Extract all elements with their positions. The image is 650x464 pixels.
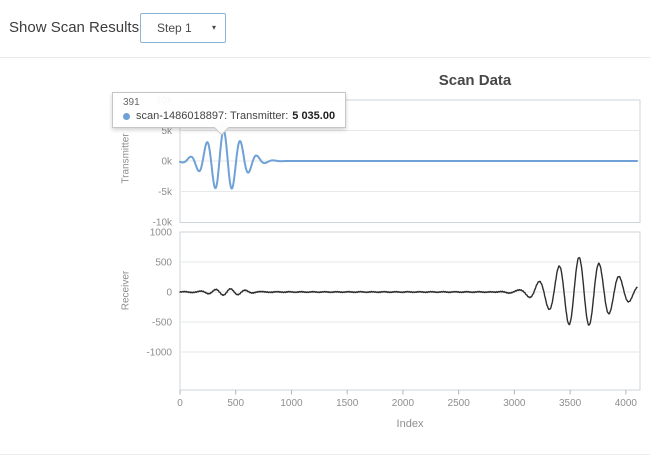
x-tick-label: 3500	[559, 398, 582, 409]
x-tick-label: 0	[177, 398, 183, 409]
header-divider	[0, 57, 650, 58]
x-tick-label: 1500	[336, 398, 359, 409]
receiver-ytick-label: -1000	[146, 348, 172, 359]
x-axis-label: Index	[396, 418, 424, 430]
receiver-plot-area[interactable]	[179, 231, 641, 391]
bottom-divider	[0, 454, 650, 455]
step-select-value: Step 1	[157, 21, 192, 35]
x-tick-label: 500	[227, 398, 244, 409]
transmitter-ytick-label: 5k	[161, 126, 173, 137]
transmitter-series-line[interactable]	[179, 129, 638, 190]
receiver-ytick-label: -500	[152, 318, 172, 329]
x-tick-label: 4000	[615, 398, 638, 409]
receiver-series-line[interactable]	[179, 257, 638, 326]
tooltip-series-row: scan-1486018897: Transmitter: 5 035.00	[123, 110, 335, 122]
series-marker-icon	[123, 112, 130, 120]
page-title: Show Scan Results	[9, 19, 140, 36]
receiver-ytick-label: 0	[166, 288, 172, 299]
x-tick-label: 3000	[503, 398, 526, 409]
transmitter-axis-label: Transmitter	[120, 133, 132, 184]
tooltip-series-text: scan-1486018897: Transmitter:	[136, 110, 289, 122]
chart-tooltip: 391 scan-1486018897: Transmitter: 5 035.…	[112, 92, 347, 136]
transmitter-ytick-label: -10k	[153, 218, 173, 229]
x-tick-label: 2500	[448, 398, 471, 409]
x-tick-label: 1000	[280, 398, 303, 409]
step-select-dropdown[interactable]: Step 1 ▾	[140, 13, 226, 43]
x-tick-label: 2000	[392, 398, 415, 409]
receiver-ytick-label: 500	[155, 258, 172, 269]
transmitter-ytick-label: 0k	[161, 157, 173, 168]
tooltip-x-value: 391	[123, 97, 140, 108]
receiver-axis-label: Receiver	[120, 270, 132, 311]
chart-title: Scan Data	[438, 72, 512, 89]
chevron-down-icon: ▾	[211, 23, 216, 32]
tooltip-value: 5 035.00	[292, 110, 336, 122]
transmitter-ytick-label: -5k	[158, 187, 173, 198]
receiver-ytick-label: 1000	[150, 228, 173, 239]
